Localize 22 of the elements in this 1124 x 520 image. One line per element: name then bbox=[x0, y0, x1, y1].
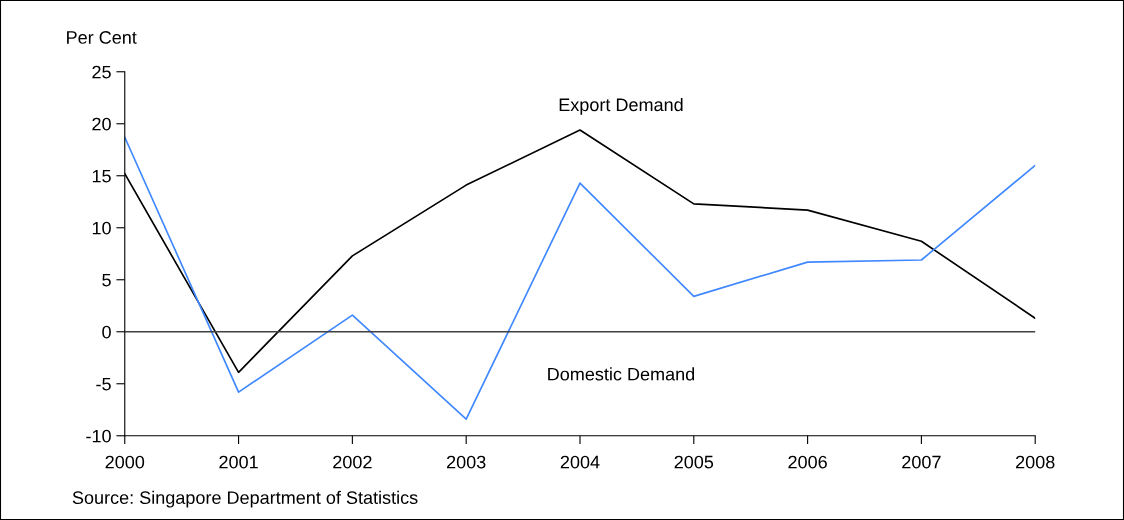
y-tick-label: -10 bbox=[86, 429, 111, 443]
x-tick-label: 2005 bbox=[674, 455, 714, 469]
line-series bbox=[124, 136, 1036, 420]
series-label: Export Demand bbox=[559, 97, 683, 115]
x-tick-label: 2008 bbox=[1016, 455, 1055, 469]
y-tick-label: 20 bbox=[92, 117, 111, 131]
y-tick-label: 25 bbox=[92, 65, 111, 79]
x-tick-label: 2007 bbox=[902, 455, 941, 469]
x-tick-label: 2003 bbox=[447, 455, 486, 469]
y-tick-label: 0 bbox=[102, 325, 111, 339]
y-tick-label: 15 bbox=[92, 169, 111, 183]
y-tick-label: 10 bbox=[92, 221, 111, 235]
x-tick-label: 2004 bbox=[560, 455, 600, 469]
x-tick-label: 2002 bbox=[333, 455, 372, 469]
x-tick-label: 2006 bbox=[788, 455, 827, 469]
text: Domestic Demand bbox=[548, 367, 695, 381]
x-tick-label: 2001 bbox=[219, 455, 258, 469]
x-tick-label: 2000 bbox=[105, 455, 145, 469]
y-tick-label: 5 bbox=[102, 273, 111, 287]
y-axis-title: Per Cent bbox=[67, 31, 137, 44]
y-tick-label: -5 bbox=[96, 377, 111, 391]
source-note: Source: Singapore Department of Statistics bbox=[72, 490, 418, 508]
